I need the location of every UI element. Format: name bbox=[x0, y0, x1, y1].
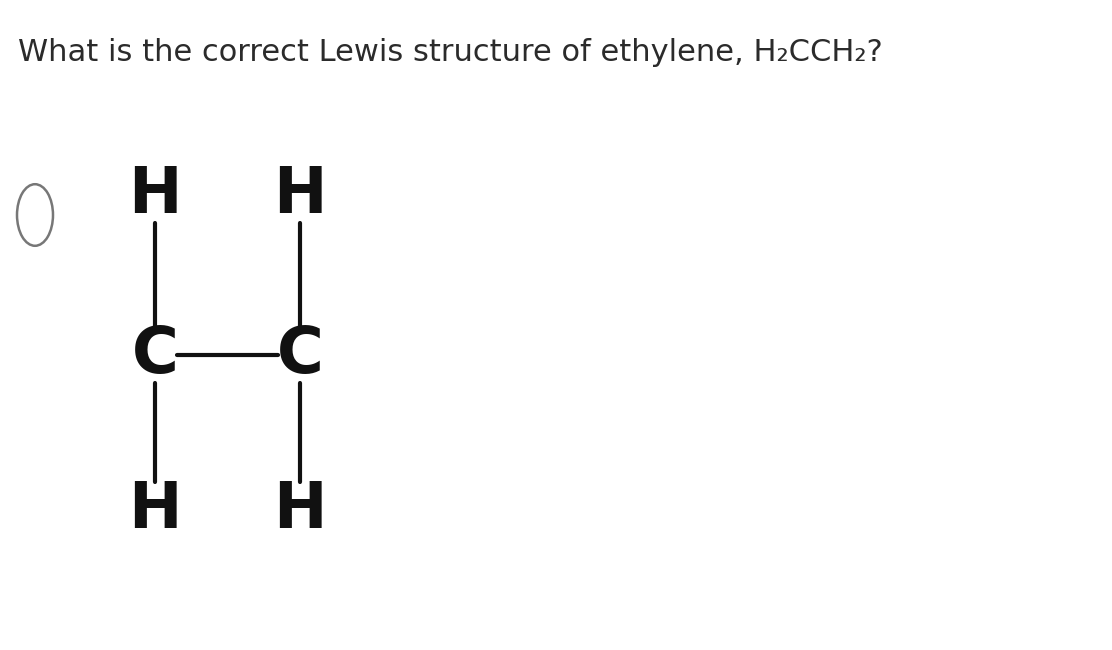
Text: H: H bbox=[274, 479, 327, 541]
Text: What is the correct Lewis structure of ethylene, H₂CCH₂?: What is the correct Lewis structure of e… bbox=[18, 38, 883, 67]
Text: H: H bbox=[274, 164, 327, 226]
Text: C: C bbox=[131, 324, 178, 386]
Text: H: H bbox=[128, 164, 181, 226]
Text: H: H bbox=[128, 479, 181, 541]
Text: C: C bbox=[277, 324, 324, 386]
